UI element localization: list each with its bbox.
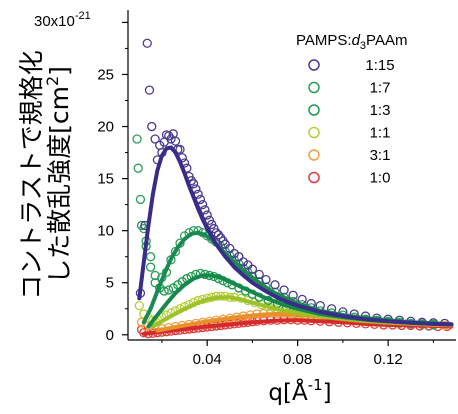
legend-label: 1:0 <box>370 170 391 187</box>
x-tick-label: 0.04 <box>193 351 222 368</box>
legend-item-1-1: 1:1 <box>308 125 391 142</box>
y-tick-label: 25 <box>97 66 114 83</box>
data-point <box>145 252 156 262</box>
data-point <box>279 285 289 295</box>
data-point <box>166 134 176 144</box>
legend-label: 1:7 <box>370 80 391 97</box>
data-point <box>150 270 160 281</box>
data-point <box>142 38 152 48</box>
data-point <box>170 136 181 146</box>
data-point <box>247 264 258 274</box>
y-axis-label: コントラストで規格化 した散乱強度[cm2] <box>17 50 74 300</box>
legend-item-1-3: 1:3 <box>308 102 391 119</box>
data-point <box>147 121 157 132</box>
data-point <box>234 252 244 262</box>
data-point <box>134 300 144 311</box>
data-point <box>200 205 210 215</box>
data-point <box>144 85 155 95</box>
data-point <box>135 194 146 205</box>
data-point <box>225 243 235 254</box>
legend-label: 1:1 <box>370 125 391 142</box>
data-point <box>175 144 185 155</box>
legend-item-3-1: 3:1 <box>308 147 391 164</box>
y-tick-label: 0 <box>106 327 114 344</box>
axes: 0 5 10 15 20 25 0.04 0.08 0.12 <box>97 10 456 368</box>
data-point <box>164 285 174 295</box>
y-axis-label-line2: した散乱強度[cm2] <box>43 66 74 284</box>
legend-label: 1:3 <box>370 102 391 119</box>
legend-marker <box>308 59 320 71</box>
data-point <box>159 286 169 296</box>
data-point <box>211 228 221 238</box>
y-tick-label: 5 <box>106 275 114 292</box>
y-tick-label: 20 <box>97 119 114 136</box>
fit-line-1-15 <box>137 145 454 327</box>
legend-marker <box>308 104 320 116</box>
y-tick-label: 10 <box>97 223 114 240</box>
x-tick-label: 0.08 <box>283 351 312 368</box>
data-point <box>202 210 212 220</box>
data-point <box>132 134 142 144</box>
y-tick-top: 30x10-21 <box>34 10 91 30</box>
data-point <box>270 280 280 290</box>
data-point <box>133 163 143 173</box>
data-point <box>288 290 298 300</box>
data-point <box>261 274 271 285</box>
data-point <box>150 134 160 144</box>
legend-marker <box>308 81 320 94</box>
plot-area <box>132 38 454 339</box>
legend-marker <box>308 126 320 139</box>
y-axis-label-line1: コントラストで規格化 <box>17 50 46 300</box>
legend-title: PAMPS:d3PAAm <box>296 32 407 52</box>
legend: 1:15 1:7 1:3 1:1 3:1 1:0 <box>308 57 395 187</box>
data-point <box>254 269 264 280</box>
y-tick-label: 15 <box>97 171 114 188</box>
x-axis-label: q[Å-1] <box>268 376 331 406</box>
legend-item-1-0: 1:0 <box>308 170 391 187</box>
legend-label: 3:1 <box>370 147 391 164</box>
legend-marker <box>308 171 320 184</box>
legend-item-1-15: 1:15 <box>308 57 395 74</box>
legend-label: 1:15 <box>365 57 394 74</box>
data-point <box>197 199 208 210</box>
legend-item-1-7: 1:7 <box>308 80 391 97</box>
data-point <box>145 262 156 272</box>
x-tick-label: 0.12 <box>374 351 403 368</box>
legend-marker <box>308 149 320 161</box>
